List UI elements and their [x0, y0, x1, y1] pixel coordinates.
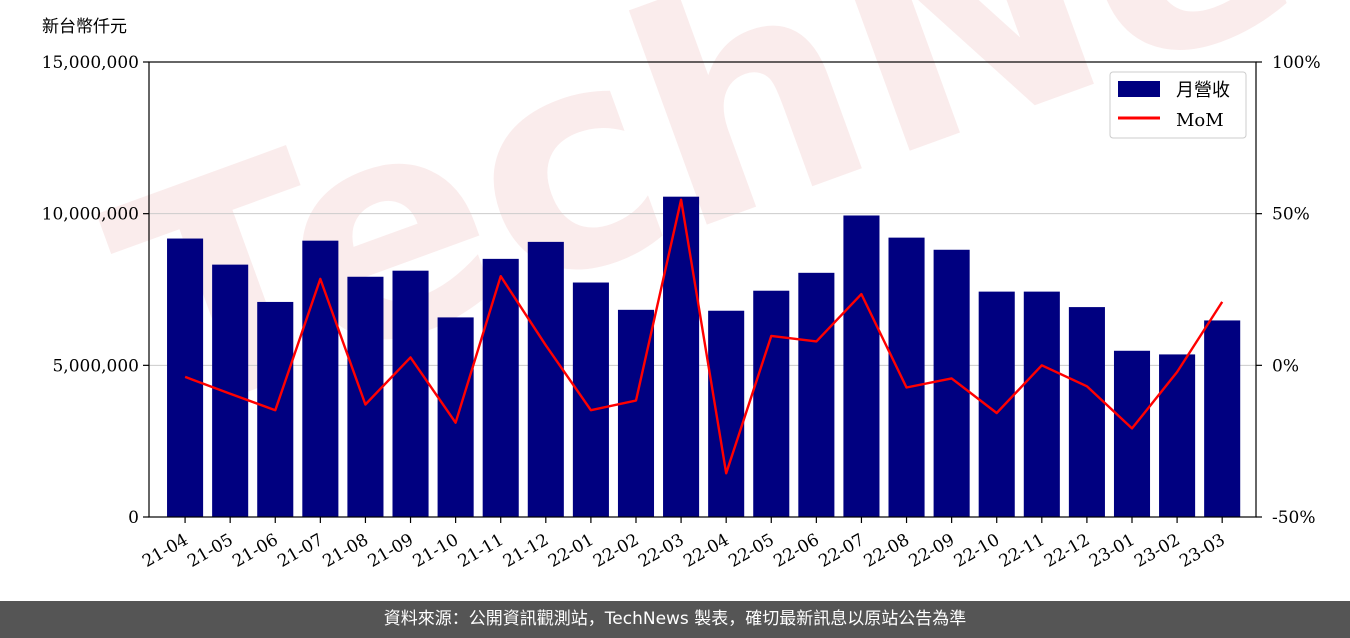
mom-line-group: [184, 198, 1224, 475]
bar: [572, 282, 609, 517]
x-tick-label: 22-10: [951, 530, 1003, 572]
bar: [663, 196, 700, 517]
x-tick-label: 22-12: [1041, 530, 1093, 572]
x-tick-label: 22-11: [996, 530, 1048, 572]
bars-group: [167, 196, 1241, 518]
x-tick-label: 22-09: [906, 530, 958, 572]
bar: [437, 317, 474, 517]
bar: [1068, 307, 1105, 517]
x-tick-label: 21-12: [500, 530, 552, 572]
bar: [302, 240, 339, 517]
bar: [347, 276, 384, 517]
x-tick-label: 22-06: [770, 530, 822, 572]
x-tick-label: 21-07: [274, 530, 326, 572]
bar: [1113, 350, 1151, 517]
right-tick-label: 100%: [1272, 53, 1321, 73]
x-tick-label: 22-08: [861, 530, 913, 572]
x-tick-label: 22-01: [545, 530, 597, 572]
x-tick-label: 21-11: [455, 530, 507, 572]
plot-frame: [148, 61, 1257, 518]
bar: [1023, 291, 1060, 517]
bar: [482, 258, 519, 517]
x-tick-label: 22-05: [725, 530, 777, 572]
bar: [212, 264, 249, 517]
bar: [708, 310, 745, 517]
right-tick-label: -50%: [1272, 508, 1316, 528]
legend-line-label: MoM: [1176, 110, 1224, 131]
x-tick-label: 22-02: [590, 530, 642, 572]
bar: [933, 249, 970, 517]
left-tick-label: 0: [128, 508, 139, 528]
x-tick-label: 23-03: [1176, 530, 1228, 572]
x-tick-label: 21-08: [319, 530, 371, 572]
x-tick-label: 21-04: [139, 530, 191, 572]
x-tick-label: 21-09: [365, 530, 417, 572]
x-tick-label: 23-01: [1086, 530, 1138, 572]
x-tick-label: 22-04: [680, 530, 732, 572]
bar: [527, 241, 564, 518]
legend: 月營收 MoM: [1109, 71, 1247, 139]
x-tick-label: 22-07: [815, 530, 867, 572]
x-tick-label: 22-03: [635, 530, 687, 572]
bar: [392, 270, 429, 517]
chart: TechNews 新台幣仟元 05,000,00010,000,00015,00…: [42, 0, 1350, 572]
left-axis: 0 5,000,000 10,000,000 15,000,000: [42, 53, 149, 528]
left-tick-label: 10,000,000: [42, 205, 139, 225]
right-tick-label: 0%: [1272, 356, 1299, 376]
x-tick-label: 21-10: [410, 530, 462, 572]
right-tick-label: 50%: [1272, 205, 1310, 225]
source-footer: 資料來源：公開資訊觀測站，TechNews 製表，確切最新訊息以原站公告為準: [0, 601, 1350, 638]
x-tick-label: 21-06: [229, 530, 281, 572]
x-tick-label: 21-05: [184, 530, 236, 572]
legend-bar-swatch: [1118, 81, 1160, 97]
bar: [798, 272, 835, 517]
x-axis: 21-0421-0521-0621-0721-0821-0921-1021-11…: [139, 517, 1229, 572]
x-tick-label: 23-02: [1131, 530, 1183, 572]
bar: [1159, 354, 1196, 517]
left-axis-unit-label: 新台幣仟元: [42, 17, 127, 37]
bar: [888, 237, 925, 517]
mom-line: [184, 198, 1224, 475]
legend-bar-label: 月營收: [1176, 80, 1230, 101]
bar: [753, 290, 790, 517]
left-tick-label: 5,000,000: [52, 356, 139, 376]
right-axis: -50% 0% 50% 100%: [1256, 53, 1321, 528]
bar: [1204, 320, 1241, 517]
bar: [843, 215, 880, 517]
left-tick-label: 15,000,000: [42, 53, 139, 73]
